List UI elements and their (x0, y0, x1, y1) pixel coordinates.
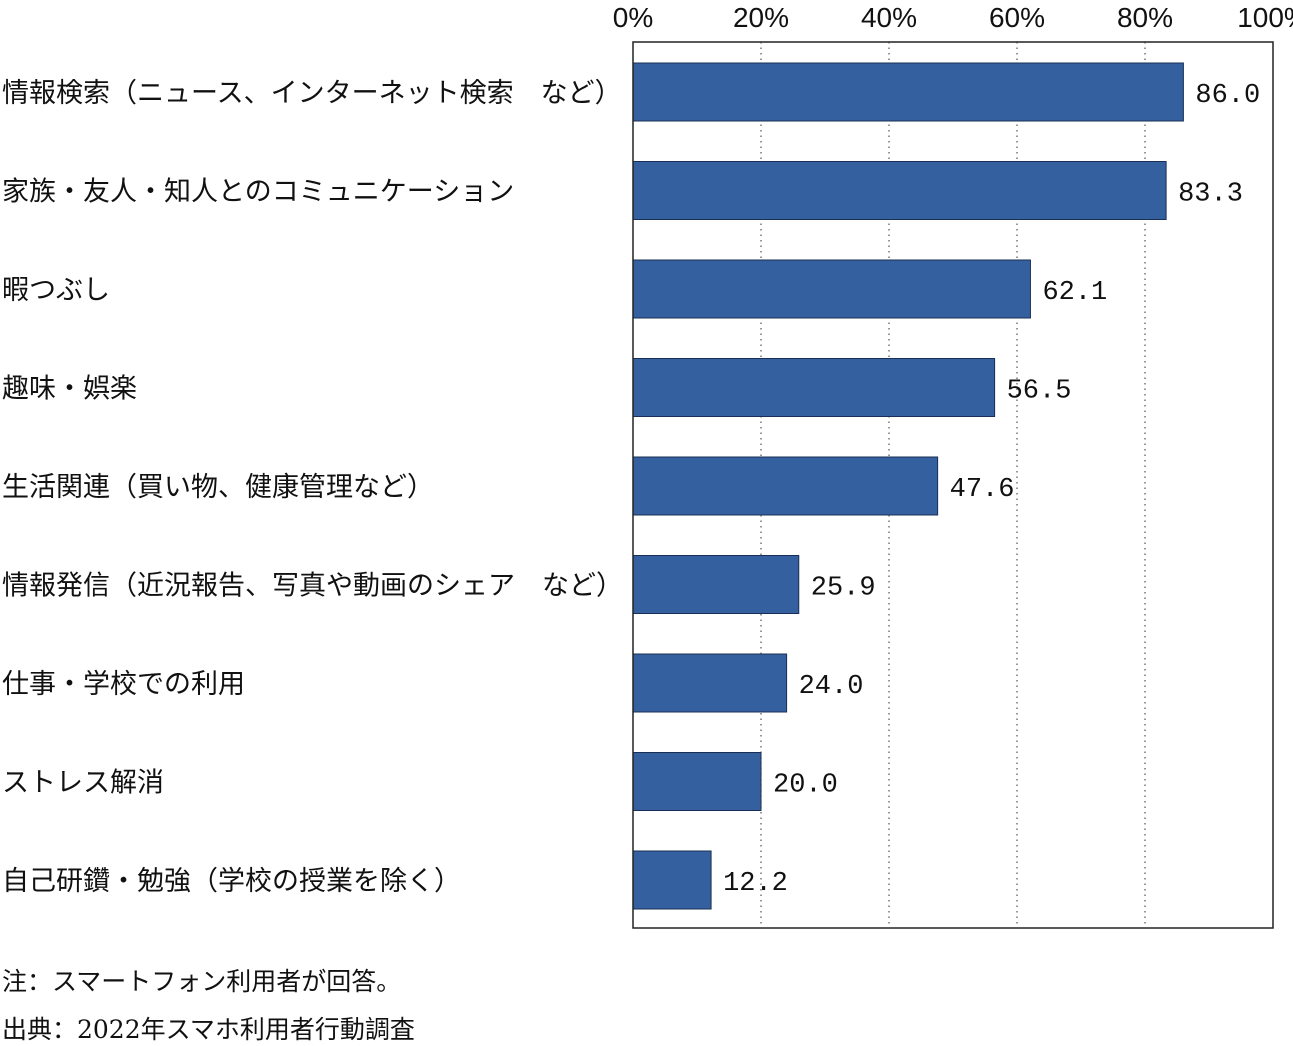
value-label: 62.1 (1042, 278, 1107, 308)
value-labels: 86.0 83.3 62.1 56.5 47.6 25.9 24.0 20.0 12.2 (723, 81, 1260, 899)
value-label: 56.5 (1007, 377, 1072, 407)
note-text: 注：スマートフォン利用者が回答。 (2, 967, 402, 996)
value-label: 12.2 (723, 869, 788, 899)
bar (632, 850, 712, 910)
x-tick-label: 20% (733, 2, 789, 33)
x-tick-label: 40% (861, 2, 917, 33)
category-label: 暇つぶし (2, 275, 110, 306)
x-axis-ticks: 0% 20% 40% 60% 80% 100% (613, 2, 1293, 33)
value-label: 47.6 (950, 475, 1015, 505)
value-label: 20.0 (773, 771, 838, 801)
bar (632, 555, 800, 614)
x-tick-label: 60% (989, 2, 1045, 33)
category-labels: 情報検索（ニュース、インターネット検索 など） 家族・友人・知人とのコミュニケーシ… (2, 78, 623, 897)
bar (632, 752, 762, 811)
bars (632, 62, 1184, 910)
category-label: ストレス解消 (2, 768, 164, 799)
source-text: 出典：2022年スマホ利用者行動調査 (2, 1015, 415, 1044)
category-label: 情報発信（近況報告、写真や動画のシェア など） (2, 571, 623, 602)
bar (632, 456, 939, 516)
bar-chart: 0% 20% 40% 60% 80% 100% 情報検索（ニュース、インターネット検索 な… (2, 2, 1293, 929)
x-tick-label: 80% (1117, 2, 1173, 33)
value-label: 25.9 (811, 574, 876, 604)
bar (632, 653, 788, 713)
category-label: 趣味・娯楽 (2, 374, 137, 405)
category-label: 生活関連（買い物、健康管理など） (2, 472, 434, 503)
category-label: 情報検索（ニュース、インターネット検索 など） (2, 78, 622, 109)
bar (632, 259, 1031, 319)
category-label: 家族・友人・知人とのコミュニケーション (2, 177, 514, 208)
category-label: 自己研鑽・勉強（学校の授業を除く） (2, 866, 461, 897)
category-label: 仕事・学校での利用 (2, 669, 245, 700)
x-tick-label: 100% (1237, 2, 1293, 33)
x-tick-label: 0% (613, 2, 653, 33)
value-label: 86.0 (1195, 81, 1260, 111)
bar (632, 161, 1167, 220)
plot-frame (632, 41, 1274, 929)
bar (632, 62, 1184, 122)
bar (632, 358, 996, 417)
value-label: 83.3 (1178, 180, 1243, 210)
value-label: 24.0 (799, 672, 864, 702)
